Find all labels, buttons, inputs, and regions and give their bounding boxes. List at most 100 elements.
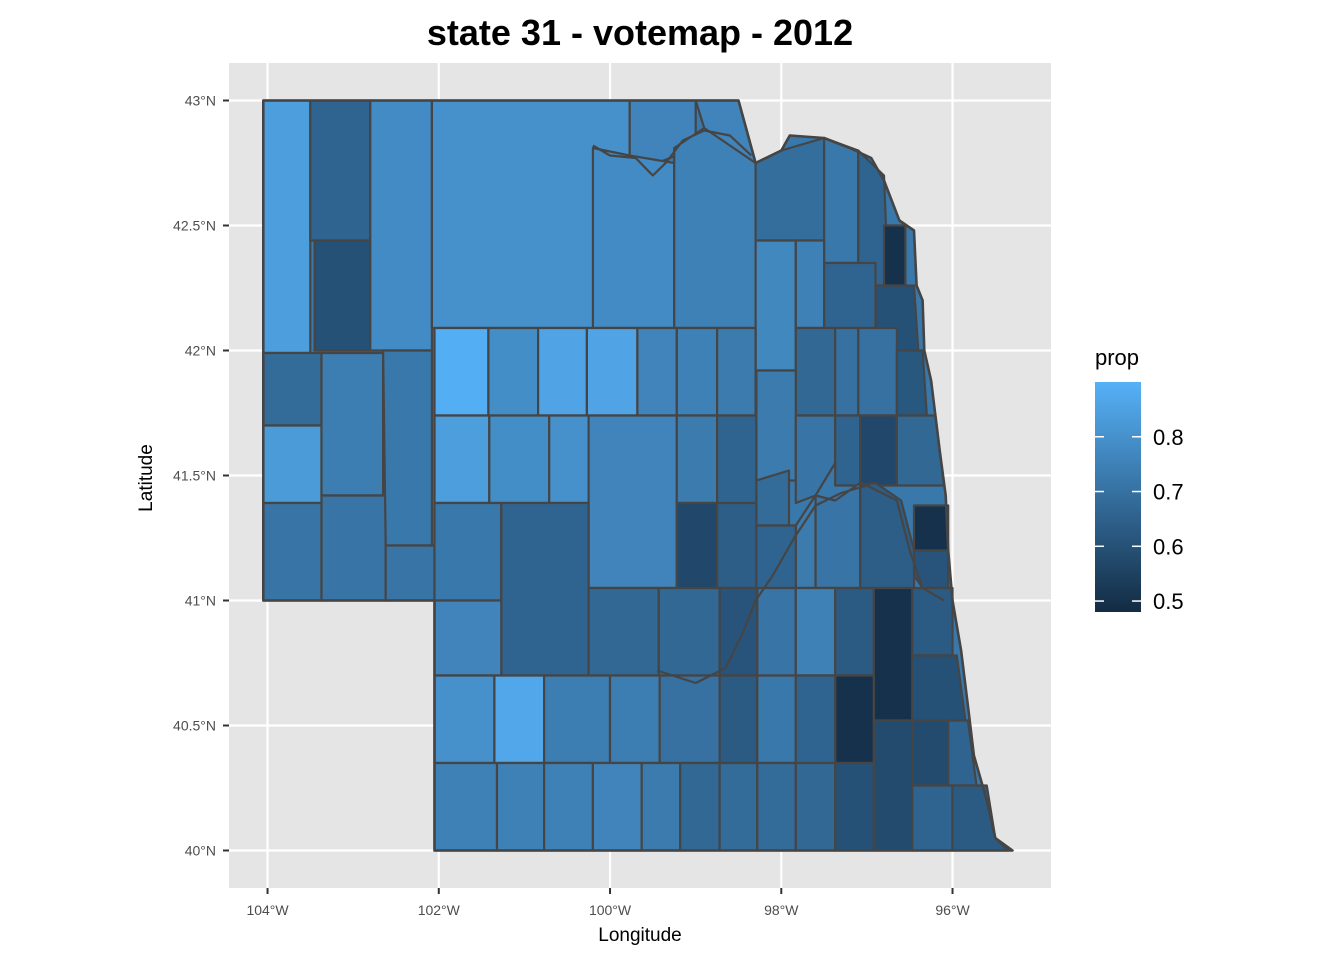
county-polygon [542, 761, 595, 852]
y-tick-label: 42°N [185, 343, 216, 359]
county-polygon [487, 326, 540, 417]
county-polygon [675, 414, 719, 505]
y-tick-label: 41°N [185, 593, 216, 609]
x-tick-label: 102°W [418, 902, 461, 918]
county-polygon [657, 586, 721, 677]
y-tick-label: 40°N [185, 843, 216, 859]
county-polygon [814, 481, 862, 590]
x-tick-label: 96°W [935, 902, 970, 918]
county-polygon [320, 494, 387, 602]
county-polygon [536, 326, 589, 417]
county-polygon [715, 501, 758, 590]
county-polygon [756, 761, 797, 852]
county-polygon [313, 239, 372, 352]
county-polygon [911, 719, 950, 787]
legend-label: 0.6 [1153, 534, 1184, 559]
county-polygon [715, 414, 758, 505]
legend-ticks: 0.8 0.7 0.6 0.5 [1095, 425, 1184, 614]
county-polygon [433, 599, 503, 677]
y-tick-label: 43°N [185, 93, 216, 109]
county-polygon [608, 674, 661, 765]
county-polygon [542, 674, 612, 765]
county-polygon [882, 224, 907, 287]
county-polygon [911, 784, 954, 852]
county-polygon [858, 414, 899, 487]
county-polygon [320, 351, 385, 497]
county-polygon [433, 326, 490, 417]
county-polygon [493, 674, 546, 765]
county-polygon [675, 501, 719, 590]
county-polygon [262, 99, 312, 355]
county-polygon [591, 761, 643, 852]
county-polygon [912, 549, 950, 590]
county-polygon [718, 761, 759, 852]
x-tick-label: 104°W [246, 902, 289, 918]
county-polygon [587, 414, 678, 590]
chart-title: state 31 - votemap - 2012 [427, 12, 853, 53]
county-polygon [756, 586, 797, 677]
x-tick-label: 98°W [764, 902, 799, 918]
county-polygon [756, 674, 797, 765]
county-polygon [433, 674, 496, 765]
county-polygon [755, 469, 791, 527]
county-polygon [636, 326, 678, 417]
river-boundary [592, 129, 753, 177]
river-boundary [656, 484, 945, 685]
county-polygon [912, 504, 950, 552]
county-polygon [500, 501, 590, 677]
county-polygon [591, 146, 676, 330]
county-polygon [834, 761, 875, 852]
county-polygon [834, 326, 860, 417]
county-polygon [794, 239, 826, 330]
county-polygon [754, 239, 797, 372]
county-polygon [718, 674, 759, 765]
legend-title: prop [1095, 345, 1139, 370]
county-boundary-lines [592, 129, 945, 685]
county-polygon [872, 586, 914, 722]
legend: prop 0.8 0.7 0.6 0.5 [1095, 345, 1184, 614]
county-polygon [794, 674, 837, 765]
county-polygon [433, 414, 491, 505]
county-polygon [433, 761, 499, 852]
county-polygon [834, 586, 875, 677]
county-polygon [495, 761, 546, 852]
county-polygon [834, 674, 875, 765]
county-polygon [718, 586, 759, 677]
county-polygon [755, 524, 797, 590]
county-polygon [755, 369, 797, 482]
x-tick-label: 100°W [589, 902, 632, 918]
county-polygon [872, 719, 914, 852]
county-polygon [895, 349, 928, 417]
y-axis-ticks: 40°N 40.5°N 41°N 41.5°N 42°N 42.5°N 43°N [173, 93, 229, 859]
county-polygon [911, 654, 967, 722]
county-polygon [640, 761, 682, 852]
county-polygon [834, 414, 862, 487]
county-polygon [384, 544, 436, 602]
county-polygon [679, 761, 721, 852]
county-polygon [262, 501, 323, 602]
y-tick-label: 42.5°N [173, 218, 216, 234]
legend-label: 0.8 [1153, 425, 1184, 450]
county-polygon [262, 351, 323, 427]
county-polygon [857, 326, 899, 417]
county-polygon [309, 99, 372, 242]
county-polygon [715, 326, 757, 417]
county-polygons [261, 99, 1014, 852]
county-polygon [369, 99, 433, 352]
county-polygon [794, 414, 837, 505]
x-axis-ticks: 104°W 102°W 100°W 98°W 96°W [246, 888, 971, 918]
county-polygon [794, 326, 837, 417]
county-polygon [585, 326, 639, 417]
county-polygon [433, 501, 503, 602]
legend-colorbar [1095, 382, 1141, 612]
county-polygon [488, 414, 551, 505]
county-polygon [673, 126, 757, 330]
county-polygon [658, 674, 721, 765]
county-polygon [587, 586, 660, 677]
county-polygon [822, 261, 877, 330]
y-tick-label: 41.5°N [173, 468, 216, 484]
x-axis-title: Longitude [598, 925, 681, 946]
county-polygon [382, 349, 433, 547]
